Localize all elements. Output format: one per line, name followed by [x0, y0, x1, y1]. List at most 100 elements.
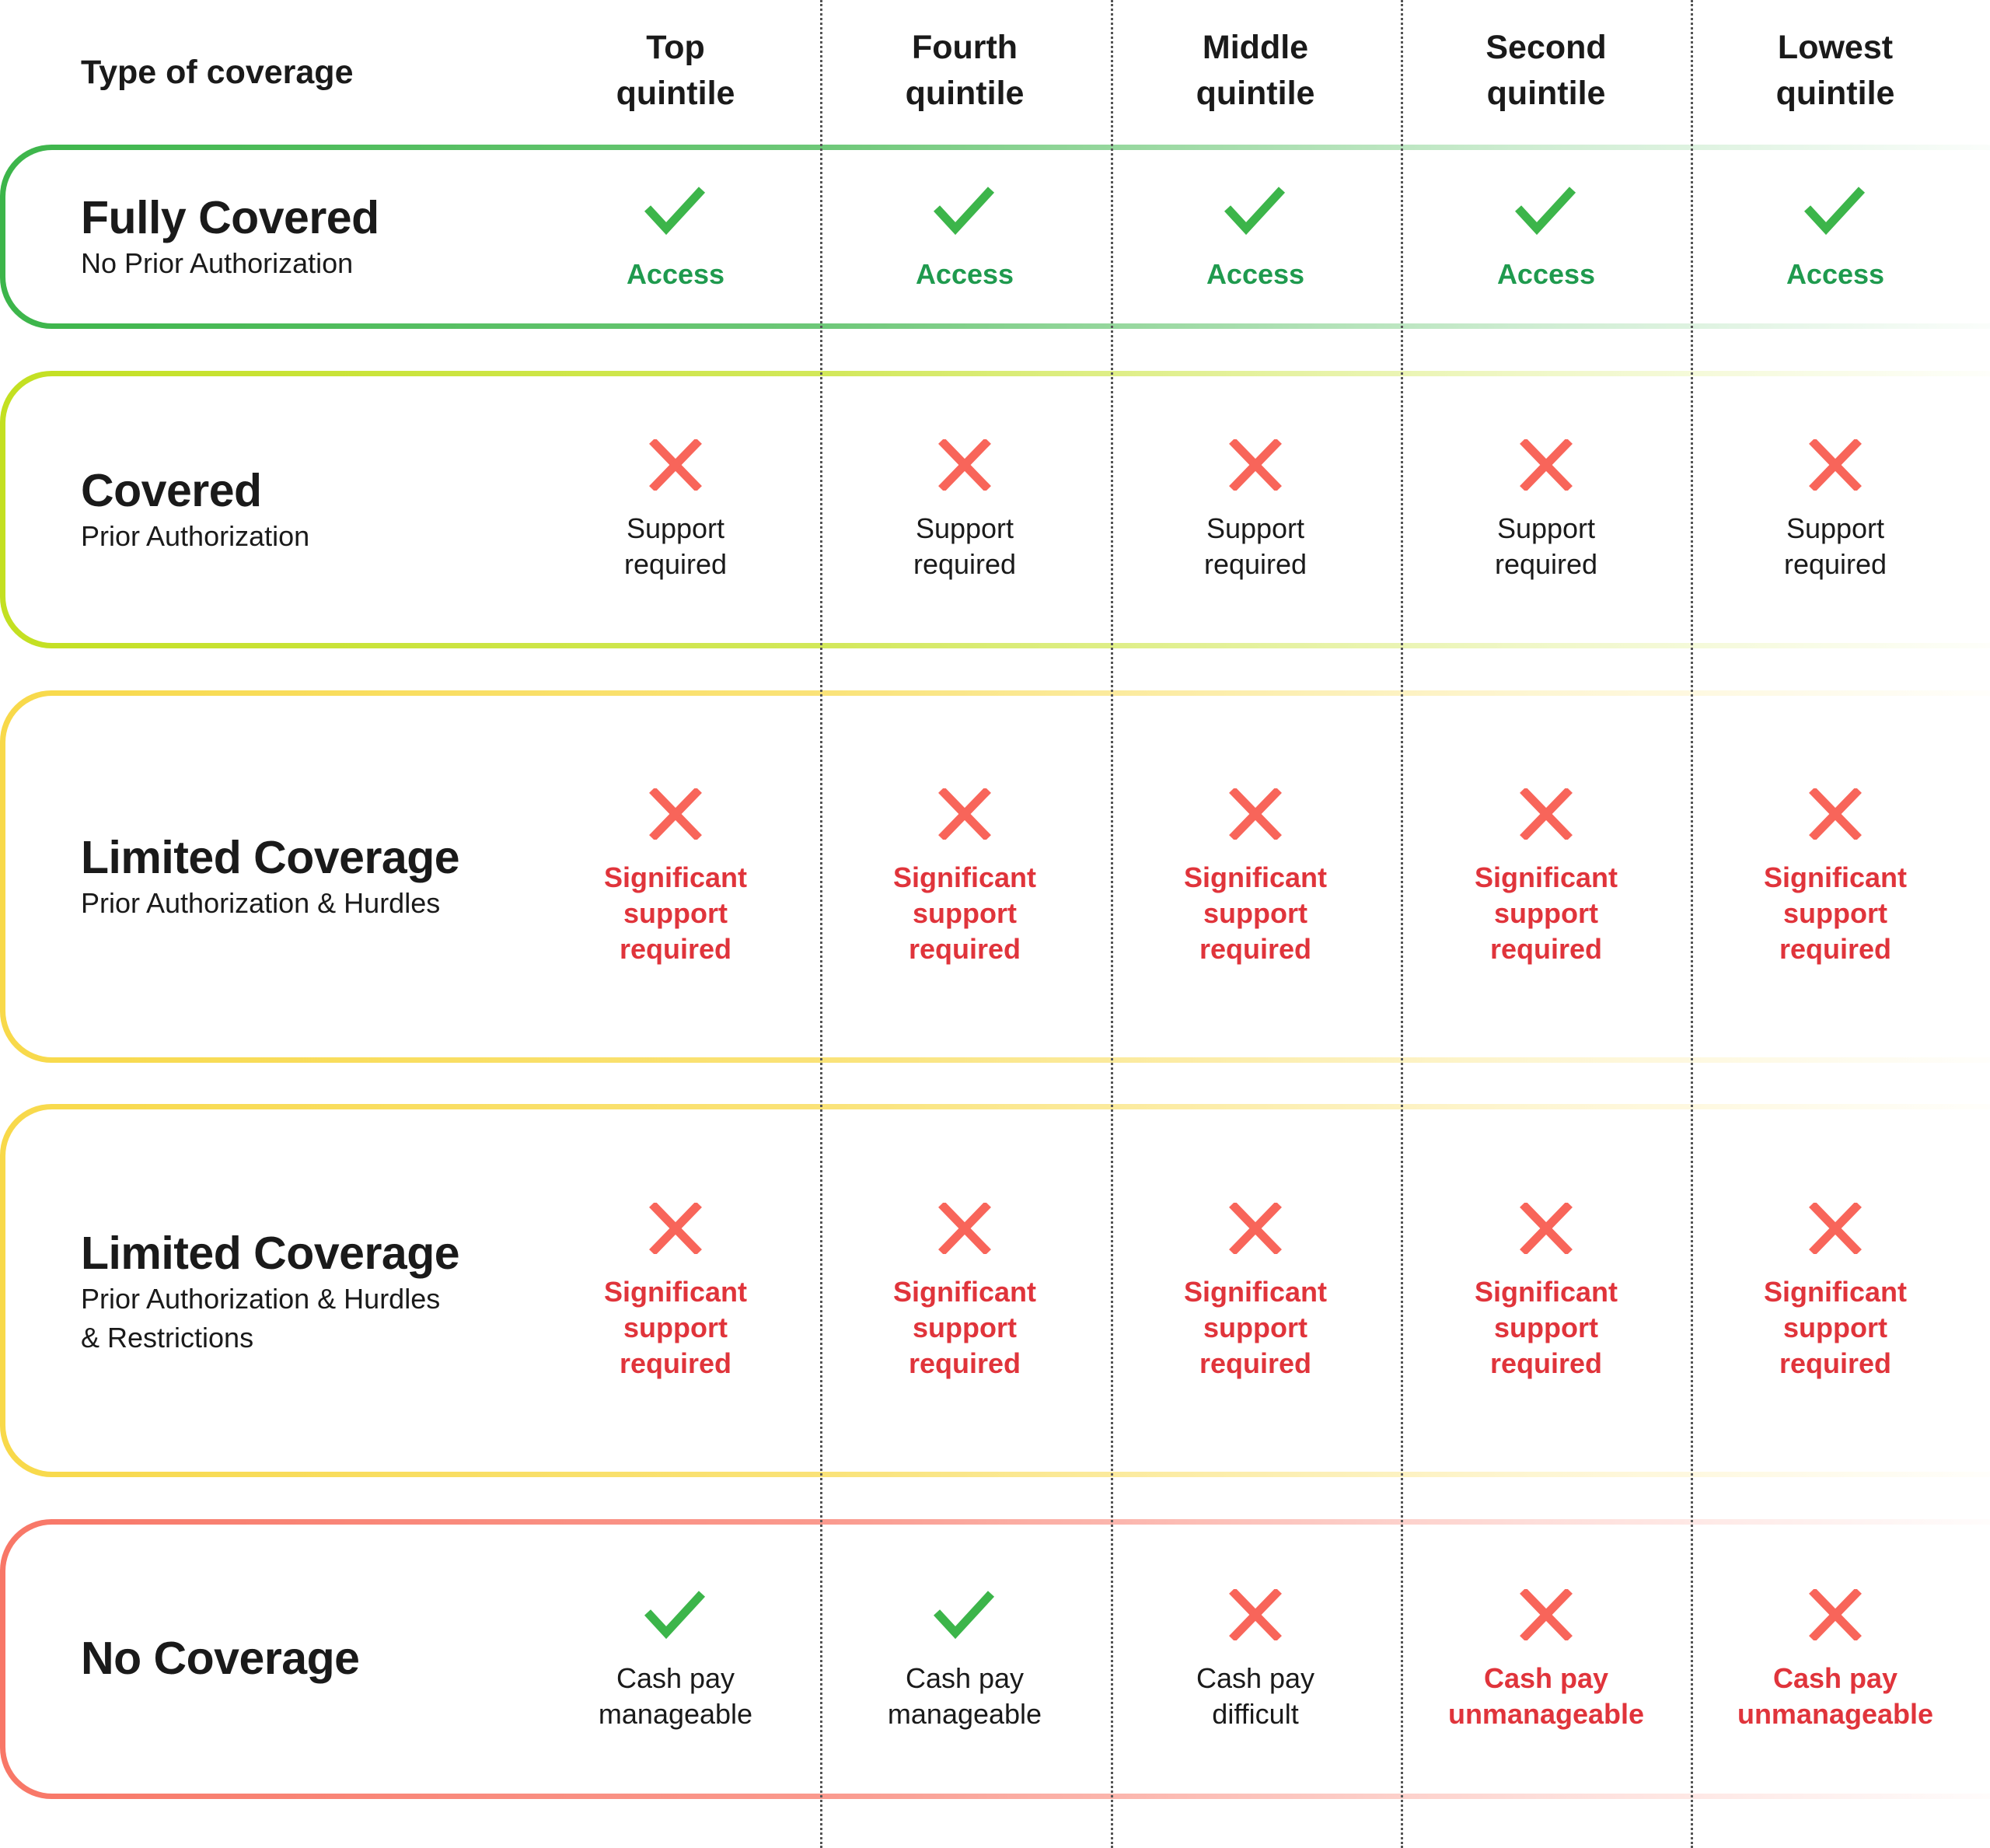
cell-status-text: Support required — [836, 511, 1093, 582]
cell-status-line: Significant — [1183, 861, 1327, 893]
check-icon — [1418, 185, 1674, 236]
quintile-cell: Support required — [547, 439, 804, 582]
check-icon — [547, 1589, 804, 1640]
column-header: Lowest quintile — [1680, 25, 1990, 117]
coverage-row-background — [5, 1525, 1990, 1794]
column-header-line: quintile — [905, 75, 1025, 112]
check-icon — [1707, 185, 1964, 236]
cell-status-line: unmanageable — [1737, 1698, 1934, 1730]
coverage-row-frame — [0, 1104, 1990, 1477]
cell-status-text: Significant support required — [1418, 860, 1674, 967]
coverage-row-frame — [0, 690, 1990, 1063]
coverage-row-background — [5, 150, 1990, 323]
coverage-type-subtitle: Prior Authorization & Hurdles — [81, 1283, 441, 1315]
check-icon — [836, 1589, 1093, 1640]
cell-status-line: required — [1783, 548, 1887, 580]
cross-icon — [1707, 439, 1964, 491]
cell-status-text: Significant support required — [1127, 860, 1384, 967]
cell-status-line: support — [1783, 1312, 1887, 1343]
coverage-type-label: Limited Coverage Prior Authorization & Hu… — [81, 1227, 460, 1357]
coverage-row-background — [5, 696, 1990, 1057]
quintile-cell: Significant support required — [1707, 1203, 1964, 1382]
cross-icon — [1127, 1203, 1384, 1254]
coverage-type-title: Limited Coverage — [81, 832, 460, 883]
cross-icon — [836, 788, 1093, 840]
quintile-cell: Significant support required — [836, 1203, 1093, 1382]
cross-icon — [1127, 788, 1384, 840]
coverage-type-subtitle: Prior Authorization — [81, 520, 310, 552]
cell-status-line: required — [1203, 548, 1307, 580]
cell-status-text: Cash pay manageable — [547, 1661, 804, 1732]
cell-status-line: Significant — [1763, 1276, 1907, 1308]
coverage-type-label: No Coverage — [81, 1632, 360, 1685]
cell-status-line: support — [623, 897, 728, 929]
quintile-cell: Cash pay unmanageable — [1707, 1589, 1964, 1732]
cell-status-line: Cash pay — [1772, 1662, 1898, 1694]
quintile-cell: Significant support required — [1418, 1203, 1674, 1382]
quintile-cell: Significant support required — [1707, 788, 1964, 967]
cell-status-line: required — [1489, 933, 1603, 965]
cell-status-line: unmanageable — [1447, 1698, 1645, 1730]
quintile-cell: Significant support required — [836, 788, 1093, 967]
cell-status-line: required — [1494, 548, 1598, 580]
quintile-cell: Cash pay difficult — [1127, 1589, 1384, 1732]
cell-status-line: required — [619, 933, 732, 965]
quintile-cell: Cash pay manageable — [836, 1589, 1093, 1732]
cross-icon — [1707, 1589, 1964, 1640]
column-header: Fourth quintile — [809, 25, 1120, 117]
cell-status-line: Significant — [1474, 1276, 1618, 1308]
cell-status-line: support — [1203, 897, 1307, 929]
cell-status-line: Cash pay — [905, 1662, 1025, 1694]
coverage-row-background — [5, 376, 1990, 643]
coverage-type-subtitle: No Prior Authorization — [81, 247, 354, 279]
quintile-cell: Access — [547, 185, 804, 292]
quintile-cell: Access — [1707, 185, 1964, 292]
coverage-row-frame — [0, 1519, 1990, 1799]
column-header: Top quintile — [520, 25, 831, 117]
cross-icon — [836, 1203, 1093, 1254]
coverage-type-subtitle: & Restrictions — [81, 1322, 254, 1354]
column-divider — [1111, 0, 1113, 1848]
coverage-row-background — [5, 1109, 1990, 1472]
cell-status-line: Access — [1496, 258, 1596, 290]
cross-icon — [547, 1203, 804, 1254]
cell-status-line: Significant — [603, 1276, 747, 1308]
coverage-type-title: Covered — [81, 465, 262, 516]
column-header: Middle quintile — [1100, 25, 1411, 117]
cell-status-line: required — [1199, 933, 1312, 965]
cell-status-line: required — [619, 1347, 732, 1379]
column-header-line: quintile — [1196, 75, 1315, 112]
column-divider — [820, 0, 822, 1848]
cross-icon — [1707, 788, 1964, 840]
cell-status-text: Access — [1418, 257, 1674, 292]
column-header-line: Fourth — [911, 29, 1018, 66]
cell-status-line: support — [1783, 897, 1887, 929]
cell-status-text: Significant support required — [1127, 1274, 1384, 1382]
cell-status-line: support — [913, 1312, 1017, 1343]
coverage-row-frame — [0, 371, 1990, 648]
cell-status-line: support — [1203, 1312, 1307, 1343]
column-header-line: quintile — [1486, 75, 1606, 112]
cross-icon — [547, 788, 804, 840]
cross-icon — [1418, 1203, 1674, 1254]
cell-status-text: Significant support required — [836, 860, 1093, 967]
cell-status-line: Significant — [603, 861, 747, 893]
cell-status-line: support — [1494, 897, 1598, 929]
cell-status-line: support — [913, 897, 1017, 929]
cell-status-text: Significant support required — [547, 1274, 804, 1382]
cell-status-line: manageable — [887, 1698, 1042, 1730]
check-icon — [547, 185, 804, 236]
cell-status-line: support — [1494, 1312, 1598, 1343]
cell-status-line: Access — [1786, 258, 1885, 290]
quintile-cell: Significant support required — [547, 788, 804, 967]
cell-status-text: Support required — [547, 511, 804, 582]
cross-icon — [1418, 439, 1674, 491]
quintile-cell: Support required — [1418, 439, 1674, 582]
cell-status-text: Access — [1707, 257, 1964, 292]
cell-status-line: Cash pay — [1196, 1662, 1315, 1694]
cell-status-text: Support required — [1418, 511, 1674, 582]
cell-status-line: Access — [915, 258, 1014, 290]
cell-status-line: Support — [1786, 512, 1885, 544]
cross-icon — [1707, 1203, 1964, 1254]
header-type-of-coverage: Type of coverage — [81, 54, 354, 91]
